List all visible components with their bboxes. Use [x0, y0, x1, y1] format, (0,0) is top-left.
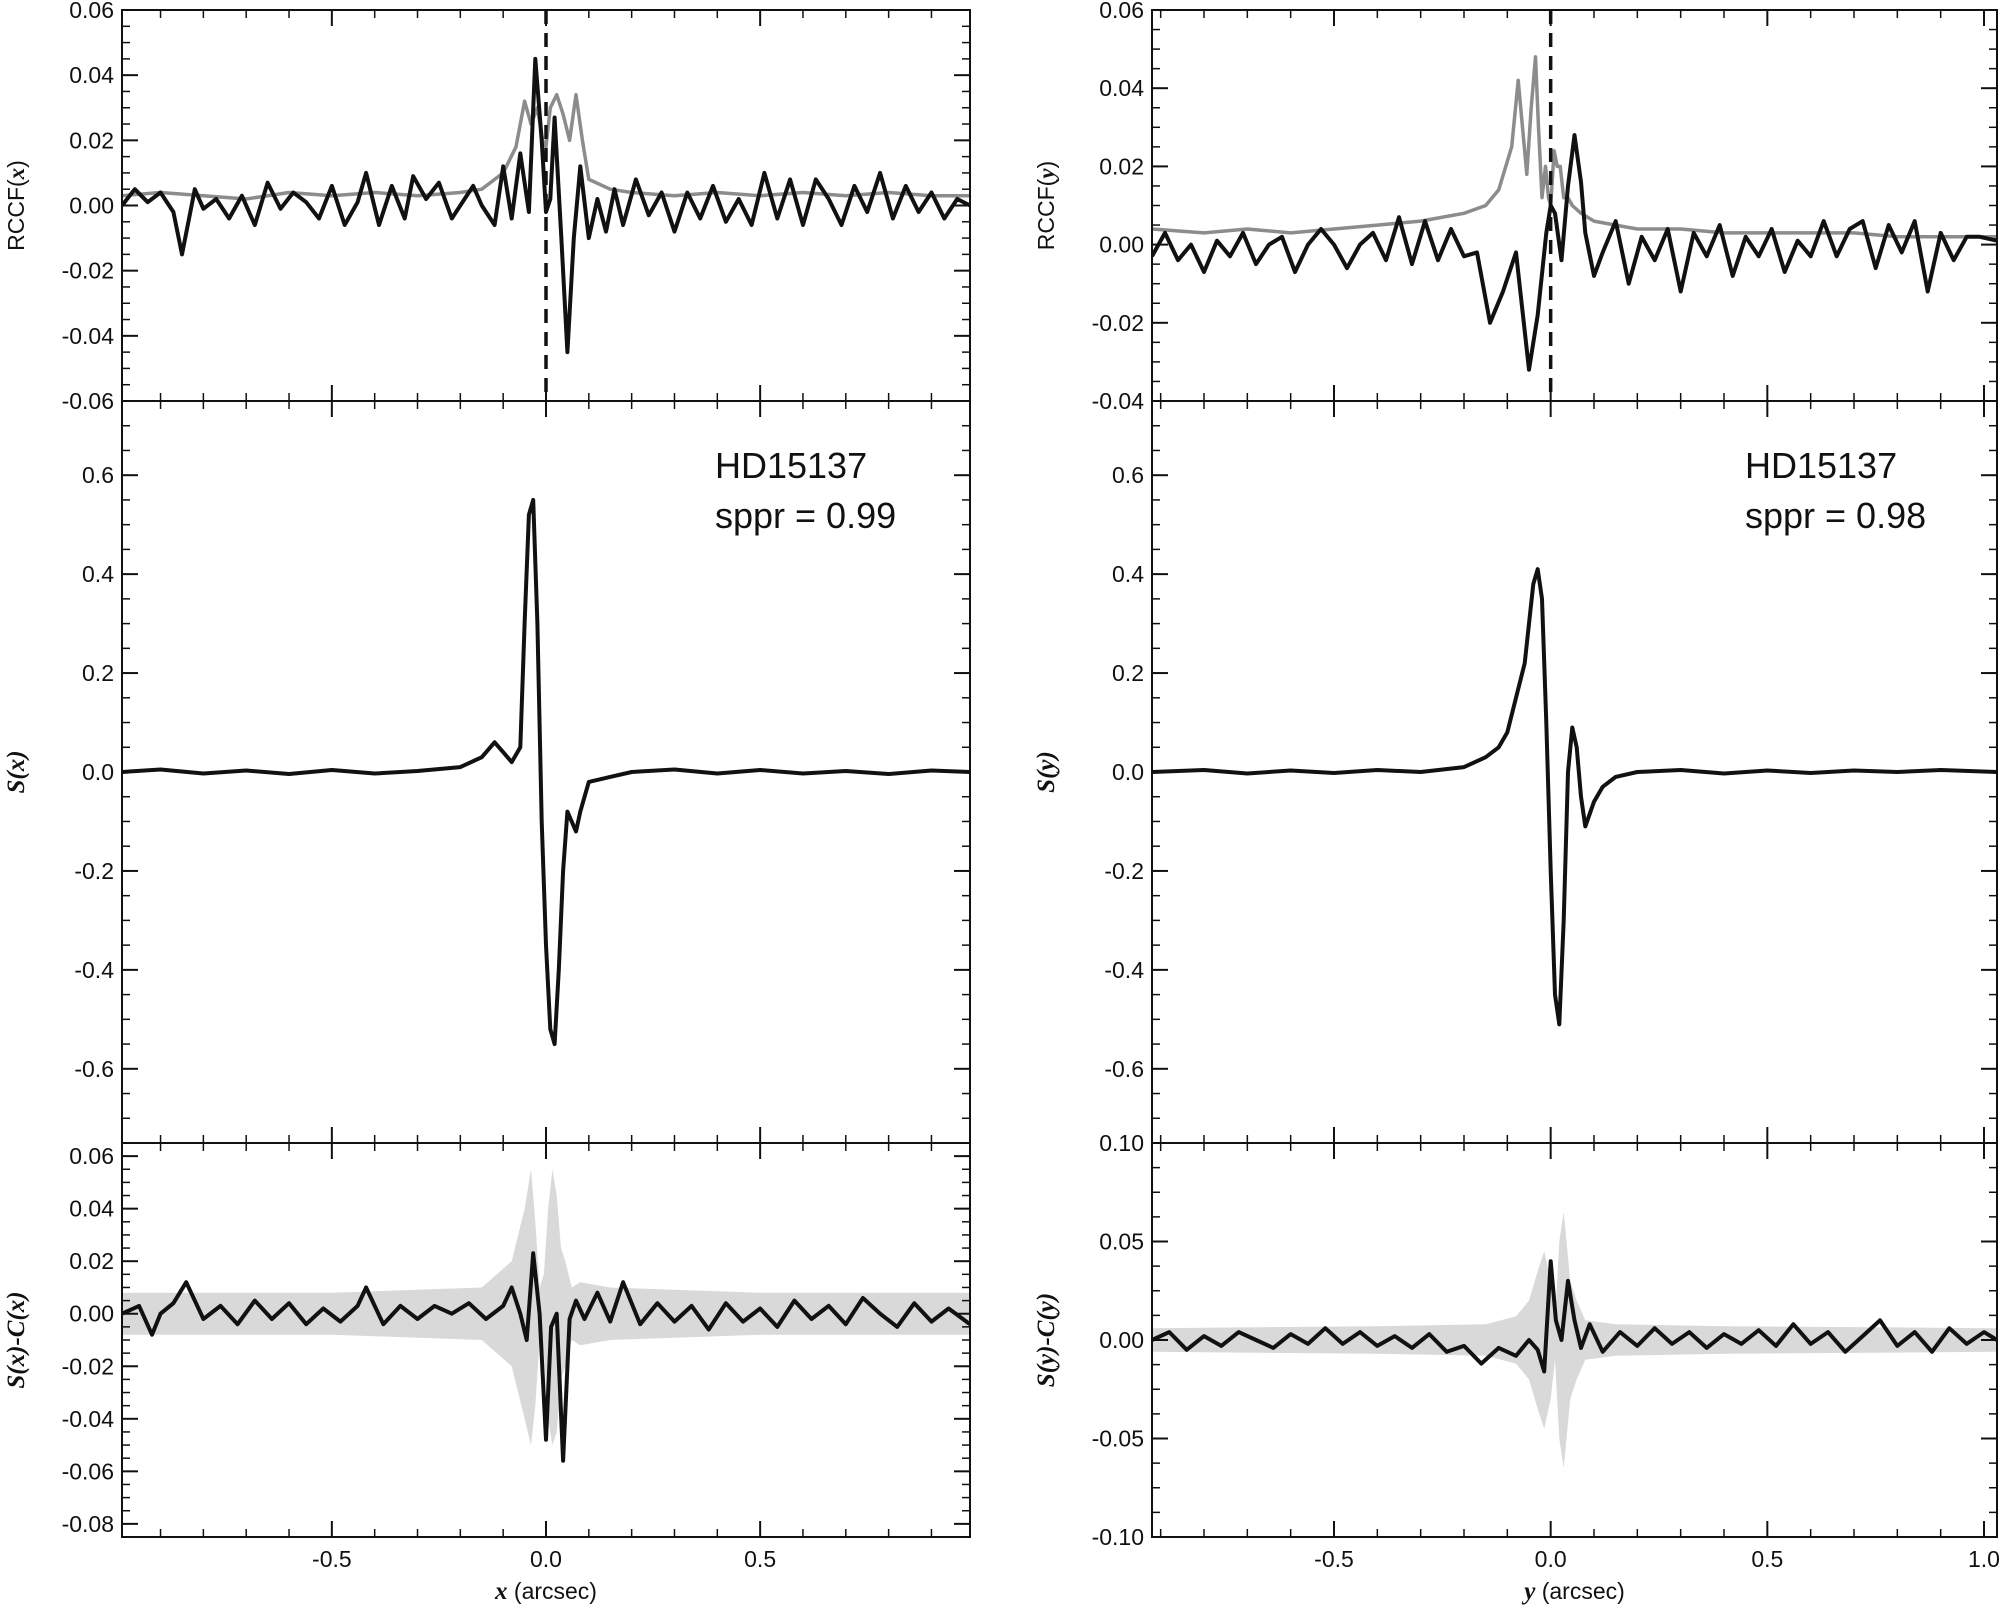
y-tick-label: -0.2 — [74, 858, 114, 884]
plot-area — [122, 1169, 970, 1463]
uncertainty-band — [122, 1169, 970, 1446]
y-tick-label: -0.05 — [1092, 1426, 1144, 1452]
y-tick-label: 0.02 — [69, 1248, 114, 1274]
y-tick-label: -0.6 — [1104, 1056, 1144, 1082]
annotation-line: sppr = 0.98 — [1745, 495, 1926, 536]
y-tick-label: -0.10 — [1092, 1524, 1144, 1550]
x-tick-label: 1.0 — [1968, 1546, 2000, 1572]
y-tick-label: 0.00 — [69, 1301, 114, 1327]
y-axis-title: S(x) — [3, 750, 30, 793]
y-tick-label: 0.0 — [1112, 759, 1144, 785]
y-tick-label: -0.08 — [62, 1511, 114, 1537]
y-tick-label: 0.04 — [69, 1196, 114, 1222]
series-line-0 — [122, 497, 970, 1047]
y-tick-label: 0.04 — [69, 62, 114, 88]
y-tick-label: 0.4 — [82, 561, 114, 587]
panel-s-y: -0.6 -0.4 -0.2 0.0 0.2 0.4 0.6 S(y) HD15137 sppr … — [1033, 400, 1998, 1144]
y-tick-label: -0.06 — [62, 388, 114, 414]
y-tick-label: 0.4 — [1112, 561, 1144, 587]
x-axis-title: x (arcsec) — [494, 1578, 597, 1605]
y-tick-label: -0.4 — [1104, 957, 1144, 983]
plot-area — [1152, 10, 1997, 401]
x-tick-label: 0.5 — [1751, 1546, 1783, 1572]
y-tick-label: 0.05 — [1099, 1229, 1144, 1255]
y-tick-label: 0.06 — [1099, 0, 1144, 23]
y-tick-label: -0.04 — [1092, 388, 1145, 414]
y-tick-label: -0.2 — [1104, 858, 1144, 884]
y-tick-label: -0.06 — [62, 1458, 114, 1484]
panel-s-x: -0.6 -0.4 -0.2 0.0 0.2 0.4 0.6 S(x) HD15137 sppr … — [3, 400, 971, 1144]
y-tick-label: 0.02 — [69, 127, 114, 153]
panel-residual-y: -0.10 -0.05 0.00 0.05 0.10 -0.5 0.0 0.5 1.0 y (ar… — [1033, 1130, 2000, 1605]
series-line-0 — [1152, 55, 1997, 239]
plot-area — [1152, 1212, 1997, 1468]
y-axis-title: S(y)-C(y) — [1033, 1293, 1060, 1387]
y-axis-title: RCCF(y) — [1033, 161, 1059, 250]
y-tick-label: 0.00 — [1099, 1327, 1144, 1353]
y-tick-label: 0.2 — [82, 660, 114, 686]
y-axis-title: S(y) — [1033, 751, 1060, 793]
plot-area — [1152, 567, 1997, 1027]
y-tick-label: 0.6 — [82, 462, 114, 488]
panel-residual-x: -0.08 -0.06 -0.04 -0.02 0.00 0.02 0.04 0.06 -0.5… — [3, 1142, 971, 1605]
plot-area — [122, 497, 970, 1047]
annotation-line: sppr = 0.99 — [715, 495, 896, 536]
annotation-line: HD15137 — [1745, 445, 1897, 486]
y-tick-label: -0.04 — [62, 323, 115, 349]
panel-rccf-x: -0.06 -0.04 -0.02 0.00 0.02 0.04 0.06 RCCF(x) — [3, 0, 971, 414]
y-tick-label: -0.04 — [62, 1406, 115, 1432]
y-tick-label: -0.02 — [1092, 310, 1144, 336]
y-tick-label: 0.02 — [1099, 153, 1144, 179]
series-line-0 — [1152, 1259, 1997, 1374]
y-tick-label: -0.4 — [74, 957, 114, 983]
x-tick-label: 0.0 — [1535, 1546, 1567, 1572]
y-tick-label: 0.06 — [69, 1143, 114, 1169]
x-tick-label: -0.5 — [312, 1546, 352, 1572]
series-line-0 — [1152, 567, 1997, 1027]
y-tick-label: 0.06 — [69, 0, 114, 23]
uncertainty-band — [1152, 1212, 1997, 1468]
series-line-0 — [122, 92, 970, 201]
y-tick-label: 0.6 — [1112, 462, 1144, 488]
y-tick-label: -0.02 — [62, 258, 114, 284]
series-line-1 — [122, 56, 970, 355]
y-tick-label: 0.00 — [69, 193, 114, 219]
y-tick-label: -0.6 — [74, 1056, 114, 1082]
y-tick-label: 0.2 — [1112, 660, 1144, 686]
panel-rccf-y: -0.04 -0.02 0.00 0.02 0.04 0.06 RCCF(y) — [1033, 0, 1998, 414]
plot-area — [122, 10, 970, 401]
x-tick-label: 0.5 — [744, 1546, 776, 1572]
x-tick-label: -0.5 — [1314, 1546, 1354, 1572]
y-tick-label: 0.10 — [1099, 1130, 1144, 1156]
y-tick-label: -0.02 — [62, 1353, 114, 1379]
y-tick-label: 0.0 — [82, 759, 114, 785]
y-axis-title: S(x)-C(x) — [3, 1291, 30, 1388]
series-line-0 — [122, 1251, 970, 1463]
x-tick-label: 0.0 — [530, 1546, 562, 1572]
y-tick-label: 0.04 — [1099, 75, 1144, 101]
y-axis-title: RCCF(x) — [3, 160, 29, 251]
annotation-line: HD15137 — [715, 445, 867, 486]
y-tick-label: 0.00 — [1099, 232, 1144, 258]
x-axis-title: y (arcsec) — [1521, 1578, 1625, 1605]
series-line-1 — [1152, 133, 1997, 372]
